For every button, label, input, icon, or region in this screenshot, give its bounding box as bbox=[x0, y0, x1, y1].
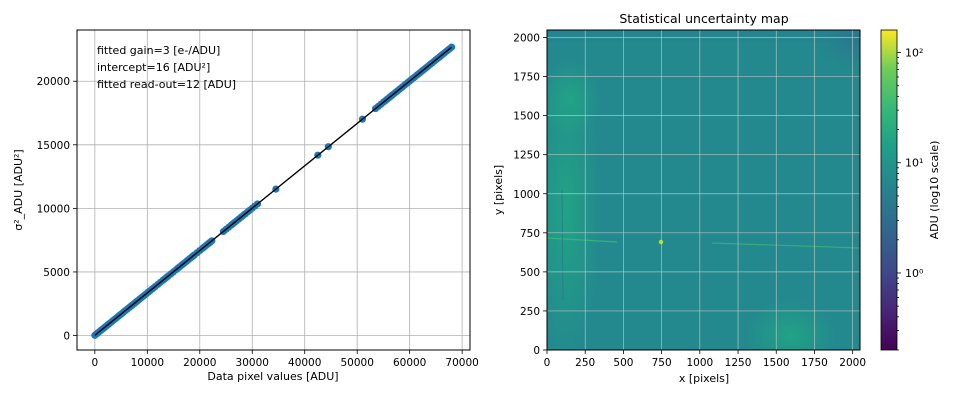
x-tick-label: 500 bbox=[613, 357, 633, 369]
y-tick-label: 1750 bbox=[513, 72, 540, 84]
bright-region-top-left bbox=[547, 60, 600, 140]
x-tick-label: 60000 bbox=[393, 357, 426, 369]
uncertainty-map: Statistical uncertainty map 0 250 500 750 10… bbox=[492, 11, 941, 385]
y-tick-label: 1500 bbox=[513, 111, 540, 123]
y-tick-label: 500 bbox=[520, 267, 540, 279]
fit-line-segment bbox=[94, 46, 453, 336]
annotation-intercept: intercept=16 [ADU²] bbox=[97, 61, 210, 74]
x-tick-label: 10000 bbox=[131, 357, 164, 369]
x-tick-label: 50000 bbox=[340, 357, 373, 369]
heatmap-title: Statistical uncertainty map bbox=[619, 11, 788, 26]
hot-pixel bbox=[658, 239, 664, 245]
colorbar-tick-label: 10² bbox=[905, 46, 923, 59]
y-tick-label: 15000 bbox=[37, 140, 70, 152]
y-ticks-left: 0 5000 10000 15000 20000 bbox=[37, 76, 77, 343]
y-tick-label: 20000 bbox=[37, 76, 70, 88]
x-tick-label: 70000 bbox=[445, 357, 478, 369]
x-tick-label: 20000 bbox=[183, 357, 216, 369]
x-tick-label: 0 bbox=[544, 357, 551, 369]
x-ticks-left: 0 10000 20000 30000 40000 50000 60000 70000 bbox=[91, 350, 479, 369]
x-tick-label: 1750 bbox=[801, 357, 828, 369]
x-tick-label: 40000 bbox=[288, 357, 321, 369]
x-tick-label: 0 bbox=[91, 357, 98, 369]
y-axis-label-right: y [pixels] bbox=[492, 165, 505, 215]
y-tick-label: 2000 bbox=[513, 33, 540, 45]
y-tick-label: 1000 bbox=[513, 189, 540, 201]
x-axis-label-left: Data pixel values [ADU] bbox=[207, 370, 338, 383]
variance-chart: 0 10000 20000 30000 40000 50000 60000 70000 0 50… bbox=[12, 29, 479, 383]
annotation-gain: fitted gain=3 [e-/ADU] bbox=[97, 44, 220, 57]
x-tick-label: 2000 bbox=[839, 357, 866, 369]
vertical-artifact bbox=[561, 189, 564, 301]
dark-corner-top-right bbox=[815, 30, 860, 70]
y-tick-label: 1250 bbox=[513, 150, 540, 162]
streak-right bbox=[711, 242, 860, 249]
y-tick-label: 5000 bbox=[43, 267, 70, 279]
x-tick-label: 30000 bbox=[236, 357, 269, 369]
x-ticks-right: 0 250 500 750 1000 1250 1500 1750 2000 bbox=[544, 350, 866, 369]
colorbar-label: ADU (log10 scale) bbox=[928, 141, 941, 240]
grid-left bbox=[77, 30, 470, 350]
x-tick-label: 1500 bbox=[763, 357, 790, 369]
y-tick-label: 750 bbox=[520, 228, 540, 240]
y-ticks-right: 0 250 500 750 1000 1250 1500 1750 2000 bbox=[513, 33, 547, 357]
annotation-readout: fitted read-out=12 [ADU] bbox=[97, 78, 236, 91]
y-tick-label: 250 bbox=[520, 306, 540, 318]
x-tick-label: 1000 bbox=[686, 357, 713, 369]
colorbar-tick-label: 10¹ bbox=[905, 157, 923, 170]
heatmap-top-band bbox=[547, 30, 860, 42]
colorbar-ticks: 10⁰ 10¹ 10² bbox=[897, 46, 924, 351]
grid-right bbox=[547, 30, 860, 350]
plot-frame-left bbox=[76, 29, 471, 351]
colorbar-tick-label: 10⁰ bbox=[905, 267, 924, 280]
y-tick-label: 0 bbox=[63, 331, 70, 343]
plot-frame-right bbox=[546, 29, 861, 351]
x-tick-label: 750 bbox=[652, 357, 672, 369]
y-axis-label-left: σ²_ADU [ADU²] bbox=[12, 149, 25, 230]
bright-region-bottom-right bbox=[745, 300, 835, 350]
streak-left bbox=[547, 237, 618, 243]
x-tick-label: 250 bbox=[575, 357, 595, 369]
colorbar bbox=[880, 29, 898, 351]
x-axis-label-right: x [pixels] bbox=[679, 372, 729, 385]
x-tick-label: 1250 bbox=[725, 357, 752, 369]
y-tick-label: 0 bbox=[533, 345, 540, 357]
y-tick-label: 10000 bbox=[37, 203, 70, 215]
fit-line bbox=[94, 46, 453, 336]
heatmap-image bbox=[547, 30, 860, 350]
